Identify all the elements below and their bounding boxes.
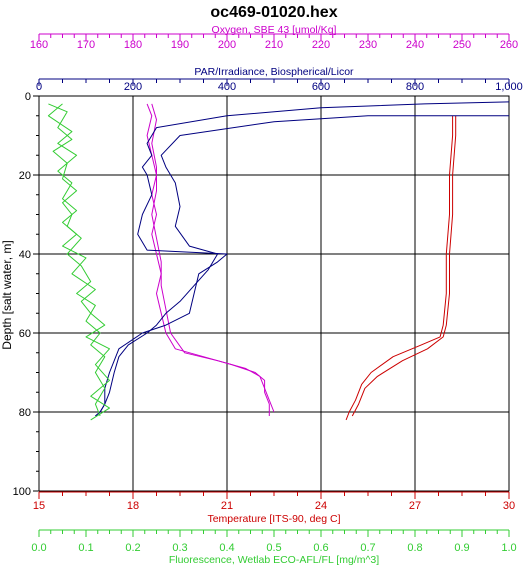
fluorescence-tick-label: 0.9: [454, 542, 469, 554]
oxygen-axis-label: Oxygen, SBE 43 [umol/Kg]: [212, 24, 337, 36]
oxygen-tick-label: 250: [453, 39, 471, 51]
oxygen-series-line: [146, 103, 270, 416]
par-tick-label: 600: [312, 81, 330, 93]
y-tick-label: 20: [19, 170, 31, 182]
temperature-tick-label: 18: [127, 500, 139, 512]
series-layer: [47, 101, 510, 421]
oxygen-tick-label: 190: [171, 39, 189, 51]
temperature-axis-label: Temperature [ITS-90, deg C]: [207, 513, 340, 525]
temperature-axis: 15 18 21 24 27 30: [33, 491, 515, 512]
temperature-tick-label: 15: [33, 500, 45, 512]
oxygen-tick-label: 210: [265, 39, 283, 51]
oxygen-tick-label: 230: [359, 39, 377, 51]
fluorescence-tick-label: 0.6: [313, 542, 328, 554]
par-tick-label: 800: [406, 81, 424, 93]
oxygen-axis: 160 170 180 190 200 210 220 230 240 250 260: [30, 33, 518, 51]
oxygen-tick-label: 240: [406, 39, 424, 51]
fluorescence-tick-label: 0.8: [407, 542, 422, 554]
oxygen-tick-label: 160: [30, 39, 48, 51]
fluorescence-tick-label: 0.3: [172, 542, 187, 554]
temperature_upcast-series-line: [351, 115, 457, 417]
y-tick-label: 80: [19, 407, 31, 419]
par_upcast-series-line: [95, 115, 509, 417]
oxygen-tick-label: 170: [77, 39, 95, 51]
fluorescence-axis: 0.0 0.1 0.2 0.3 0.4 0.5 0.6 0.7 0.8 0.9 1.0: [31, 529, 517, 554]
fluorescence_upcast-series-line: [47, 103, 110, 421]
temperature-tick-label: 27: [409, 500, 421, 512]
par-series-line: [95, 101, 510, 417]
y-tick-label: 60: [19, 328, 31, 340]
fluorescence-tick-label: 1.0: [501, 542, 516, 554]
oxygen-tick-label: 260: [500, 39, 518, 51]
par-tick-label: 400: [218, 81, 236, 93]
fluorescence-tick-label: 0.0: [31, 542, 46, 554]
temperature-series-line: [345, 115, 454, 421]
par-tick-label: 1,000: [495, 81, 523, 93]
oxygen_upcast-series-line: [151, 103, 275, 413]
plot-frame: [38, 95, 510, 492]
oxygen-tick-label: 200: [218, 39, 236, 51]
y-tick-label: 40: [19, 249, 31, 261]
fluorescence-tick-label: 0.7: [360, 542, 375, 554]
par-tick-label: 200: [124, 81, 142, 93]
oxygen-tick-label: 220: [312, 39, 330, 51]
y-tick-label: 0: [25, 91, 31, 103]
par-axis-label: PAR/Irradiance, Biospherical/Licor: [194, 66, 354, 78]
temperature-tick-label: 30: [503, 500, 515, 512]
temperature-tick-label: 24: [315, 500, 327, 512]
y-axis-label: Depth [salt water, m]: [0, 240, 14, 349]
fluorescence-tick-label: 0.4: [219, 542, 234, 554]
par-axis: 0 200 400 600 800 1,000: [36, 78, 523, 93]
temperature-tick-label: 21: [221, 500, 233, 512]
fluorescence-axis-label: Fluorescence, Wetlab ECO-AFL/FL [mg/m^3]: [169, 554, 379, 566]
fluorescence-tick-label: 0.5: [266, 542, 281, 554]
oxygen-tick-label: 180: [124, 39, 142, 51]
par-tick-label: 0: [36, 81, 42, 93]
fluorescence-tick-label: 0.1: [78, 542, 93, 554]
chart-title: oc469-01020.hex: [210, 4, 337, 21]
fluorescence-series-line: [48, 103, 106, 417]
y-tick-label: 100: [13, 486, 31, 498]
fluorescence-tick-label: 0.2: [125, 542, 140, 554]
